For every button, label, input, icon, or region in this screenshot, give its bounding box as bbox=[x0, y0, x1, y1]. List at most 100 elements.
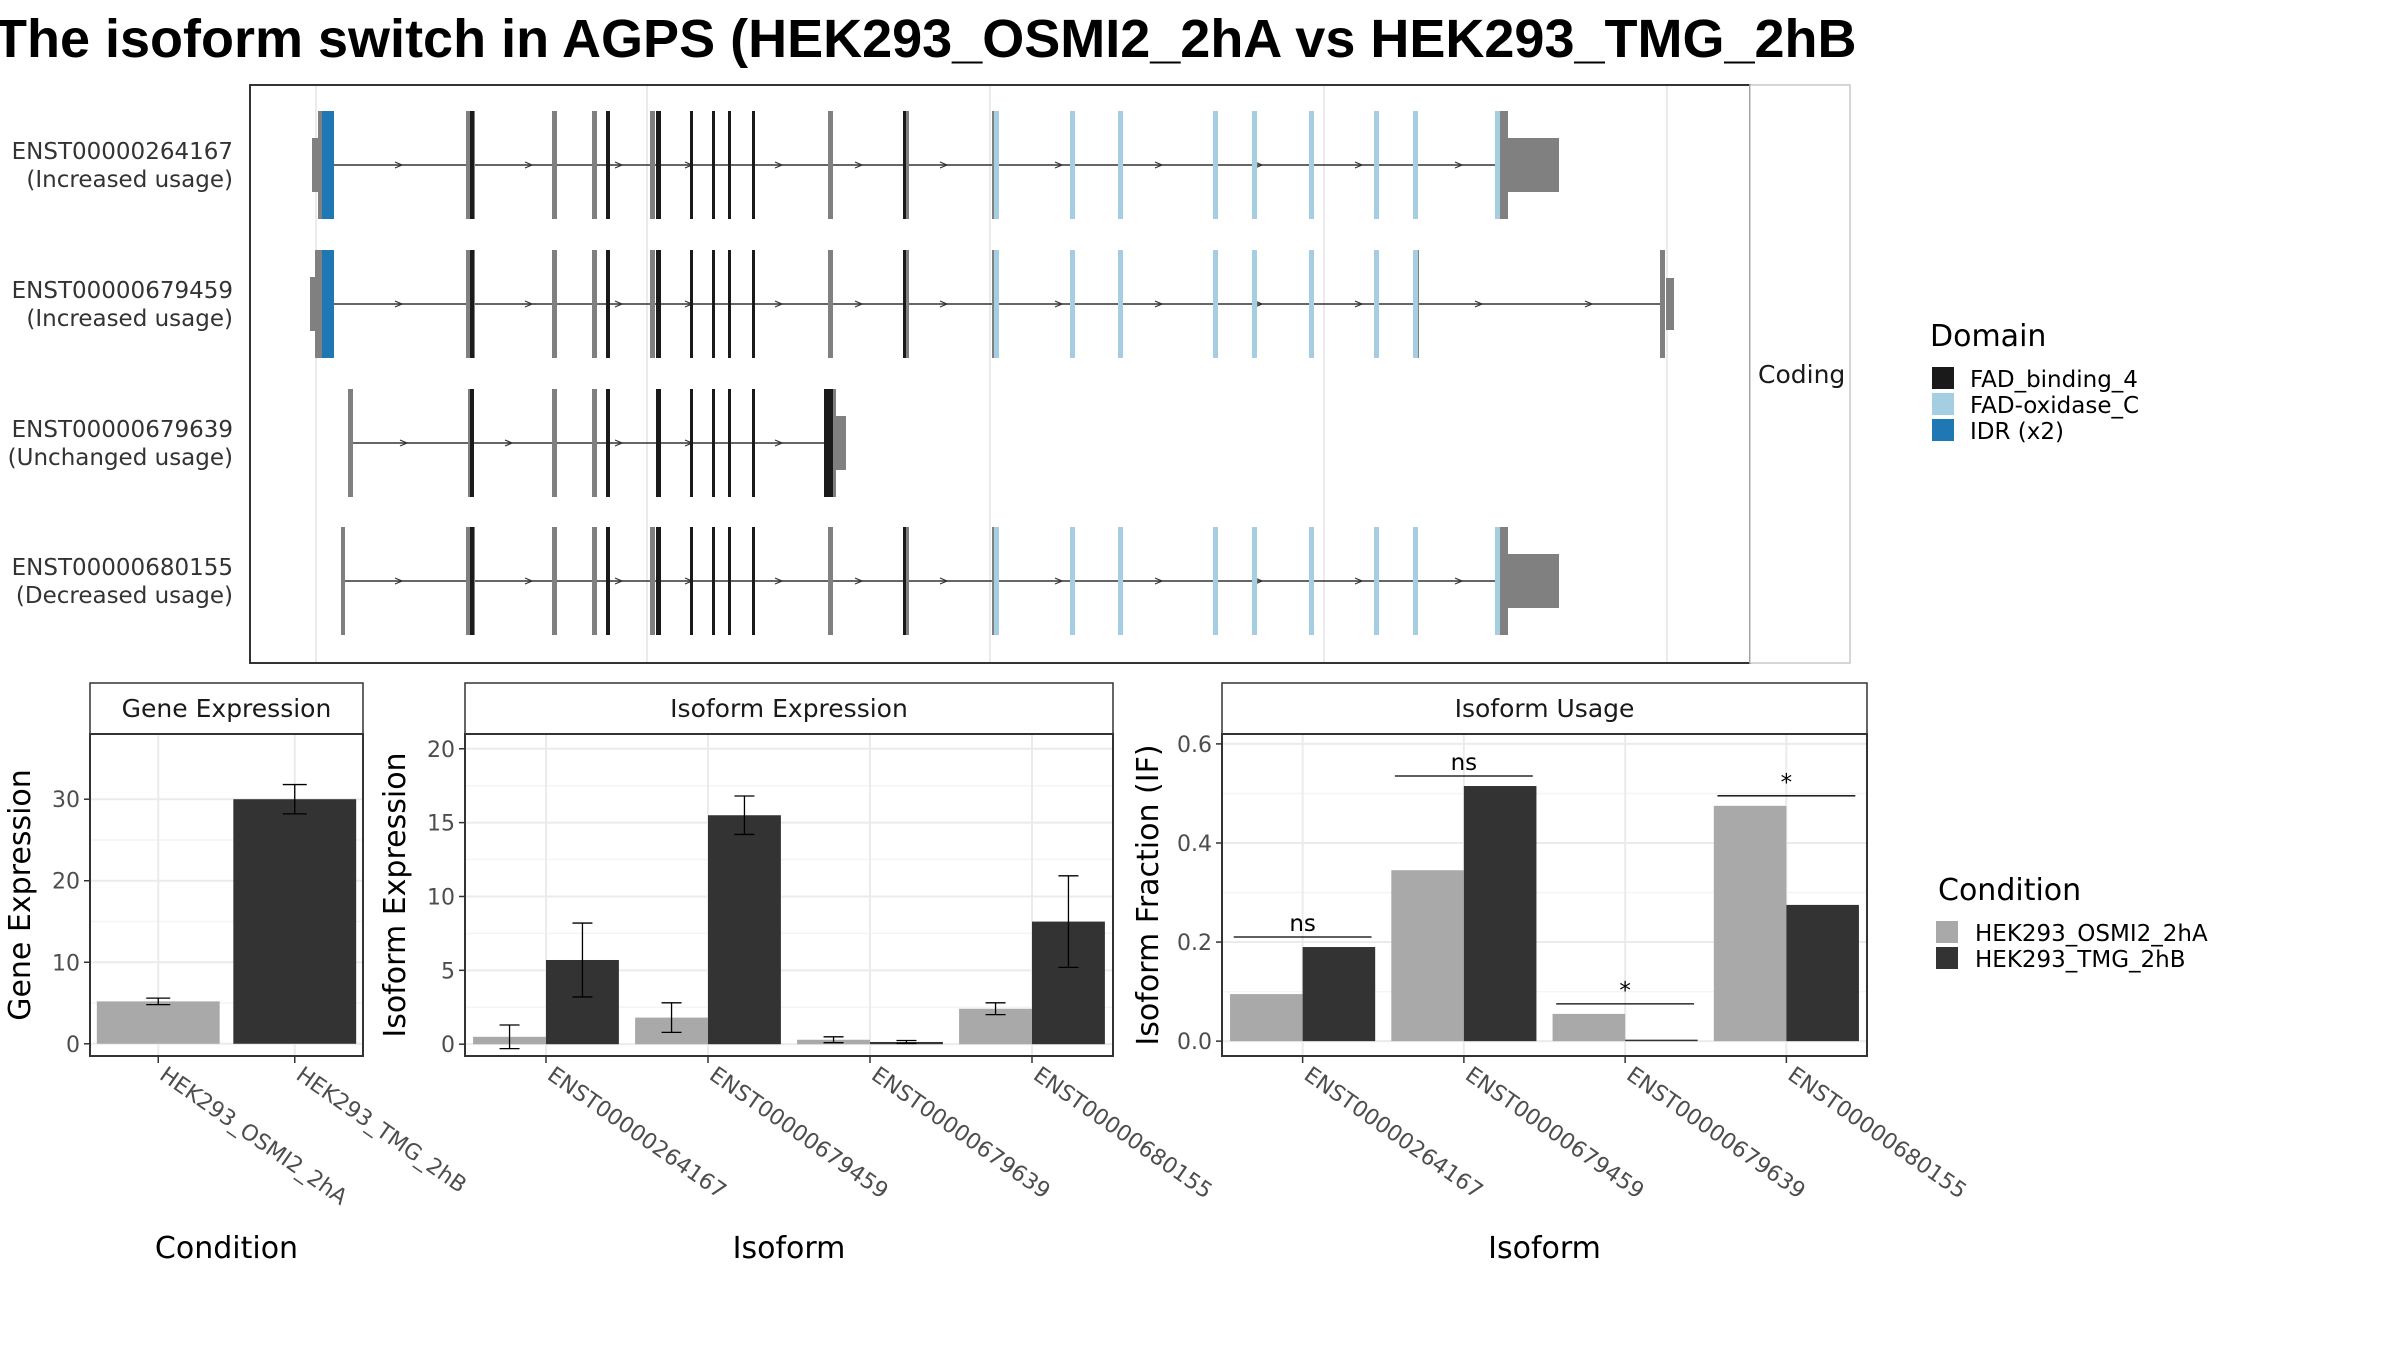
strand-arrow bbox=[614, 161, 624, 169]
fad-oxidase-c-exon bbox=[1070, 527, 1075, 635]
utr-exon bbox=[904, 111, 909, 219]
utr-exon bbox=[592, 111, 597, 219]
bar bbox=[233, 799, 357, 1044]
strand-arrow bbox=[1154, 577, 1164, 585]
utr-exon bbox=[552, 527, 557, 635]
strand-arrow bbox=[1054, 300, 1064, 308]
fad-oxidase-c-exon bbox=[1118, 527, 1123, 635]
bar bbox=[1302, 947, 1376, 1042]
utr-exon bbox=[904, 527, 909, 635]
y-tick-label: 15 bbox=[427, 812, 455, 837]
utr-exon bbox=[828, 250, 833, 358]
utr-exon bbox=[650, 250, 655, 358]
utr-exon bbox=[592, 250, 597, 358]
y-axis-title: Isoform Expression bbox=[378, 752, 413, 1037]
condition-legend-key bbox=[1936, 921, 1958, 943]
fad-oxidase-c-exon bbox=[1309, 527, 1314, 635]
utr-exon bbox=[650, 111, 655, 219]
x-axis-title: Condition bbox=[155, 1231, 298, 1266]
isoform-expression-panel: Isoform Expression 0 5 10 15 20 ENST0000026416… bbox=[378, 682, 1216, 1266]
fad-binding-4-exon bbox=[606, 111, 610, 219]
fad-binding-4-exon bbox=[606, 389, 610, 497]
condition-legend-title: Condition bbox=[1938, 873, 2081, 908]
utr-exon bbox=[592, 527, 597, 635]
significance-label: ns bbox=[1289, 911, 1316, 937]
strand-arrow bbox=[1454, 577, 1464, 585]
fad-binding-4-exon bbox=[712, 111, 715, 219]
domain-legend-label: FAD_binding_4 bbox=[1970, 367, 2138, 393]
strand-arrow bbox=[1474, 300, 1484, 308]
utr-exon bbox=[1500, 527, 1508, 635]
idr-domain-exon bbox=[322, 250, 334, 358]
utr-exon bbox=[1507, 138, 1559, 192]
utr-exon bbox=[828, 111, 833, 219]
transcript-id-label: ENST00000679459 bbox=[12, 278, 233, 304]
y-tick-label: 0 bbox=[66, 1033, 80, 1058]
strand-arrow bbox=[524, 577, 534, 585]
fad-binding-4-exon bbox=[712, 527, 715, 635]
y-tick-label: 0.6 bbox=[1177, 733, 1212, 758]
x-axis-title: Isoform bbox=[1488, 1231, 1601, 1266]
strand-arrow bbox=[1584, 300, 1594, 308]
bar bbox=[708, 815, 781, 1045]
transcript-usage-label: (Unchanged usage) bbox=[8, 445, 233, 471]
fad-oxidase-c-exon bbox=[1118, 250, 1123, 358]
x-tick-label: ENST00000264167 bbox=[543, 1062, 731, 1204]
fad-oxidase-c-exon bbox=[1070, 250, 1075, 358]
strand-arrow bbox=[524, 300, 534, 308]
y-tick-label: 10 bbox=[52, 951, 80, 976]
x-tick-label: ENST00000680155 bbox=[1783, 1062, 1971, 1204]
x-tick-label: ENST00000679639 bbox=[867, 1062, 1055, 1204]
bar bbox=[96, 1001, 220, 1044]
strand-arrow bbox=[399, 439, 409, 447]
transcript-usage-label: (Increased usage) bbox=[26, 167, 233, 193]
strand-arrow bbox=[1154, 161, 1164, 169]
fad-oxidase-c-exon bbox=[1374, 527, 1379, 635]
bar bbox=[1713, 805, 1787, 1042]
strand-arrow bbox=[1054, 161, 1064, 169]
utr-exon bbox=[315, 250, 323, 358]
strand-arrow bbox=[939, 161, 949, 169]
fad-binding-4-exon bbox=[690, 250, 693, 358]
utr-exon bbox=[1500, 111, 1508, 219]
y-tick-label: 0 bbox=[441, 1033, 455, 1058]
fad-binding-4-exon bbox=[470, 389, 474, 497]
strand-arrow bbox=[939, 577, 949, 585]
strand-arrow bbox=[1354, 161, 1364, 169]
fad-oxidase-c-exon bbox=[1070, 111, 1075, 219]
fad-binding-4-exon bbox=[728, 111, 731, 219]
fad-binding-4-exon bbox=[656, 527, 661, 635]
y-tick-label: 20 bbox=[427, 738, 455, 763]
bar bbox=[1391, 870, 1464, 1042]
fad-oxidase-c-exon bbox=[994, 250, 999, 358]
fad-oxidase-c-exon bbox=[1252, 527, 1257, 635]
transcript-usage-label: (Decreased usage) bbox=[16, 583, 233, 609]
y-tick-label: 0.2 bbox=[1177, 931, 1212, 956]
fad-oxidase-c-exon bbox=[1413, 250, 1418, 358]
y-axis-title: Isoform Fraction (IF) bbox=[1131, 744, 1166, 1045]
x-tick-label: ENST00000679639 bbox=[1622, 1062, 1810, 1204]
strand-arrow bbox=[774, 577, 784, 585]
strand-arrow bbox=[854, 300, 864, 308]
fad-binding-4-exon bbox=[656, 250, 661, 358]
utr-exon bbox=[552, 389, 557, 497]
fad-oxidase-c-exon bbox=[1374, 250, 1379, 358]
x-tick-label: ENST00000679459 bbox=[705, 1062, 893, 1204]
utr-exon bbox=[650, 527, 655, 635]
utr-exon bbox=[828, 527, 833, 635]
fad-binding-4-exon bbox=[752, 389, 755, 497]
fad-binding-4-exon bbox=[470, 527, 474, 635]
fad-oxidase-c-exon bbox=[1413, 527, 1418, 635]
condition-legend-key bbox=[1936, 947, 1958, 969]
utr-exon bbox=[1666, 278, 1674, 330]
fad-binding-4-exon bbox=[606, 250, 610, 358]
strand-arrow bbox=[1254, 577, 1264, 585]
fad-binding-4-exon bbox=[690, 389, 693, 497]
transcript-id-label: ENST00000679639 bbox=[12, 417, 233, 443]
strand-arrow bbox=[1354, 300, 1364, 308]
y-tick-label: 20 bbox=[52, 870, 80, 895]
domain-legend-key bbox=[1932, 393, 1954, 415]
